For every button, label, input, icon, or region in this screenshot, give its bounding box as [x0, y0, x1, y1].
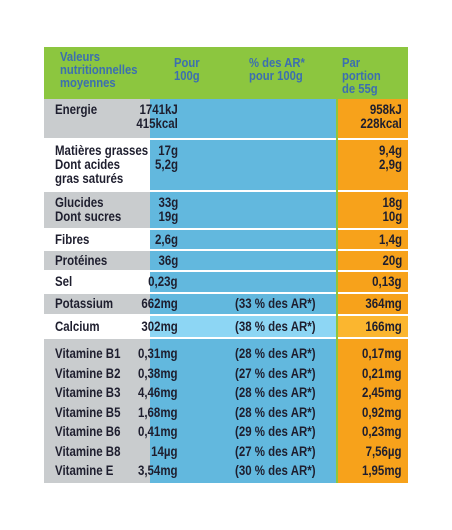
name-cell: [44, 294, 150, 314]
per-100g-cell: [150, 339, 336, 483]
nutrient-name: Potassium: [55, 296, 114, 311]
header-nutrients-text: Valeurs nutritionnelles moyennes: [60, 50, 138, 90]
value-per-100g: 1741kJ 415kcal: [136, 102, 178, 131]
value-per-portion: 958kJ 228kcal: [360, 102, 402, 131]
name-cell: [44, 140, 150, 190]
nutrient-name: Sel: [55, 274, 73, 289]
table-row: Energie 1741kJ 415kcal 958kJ 228kcal: [44, 99, 408, 138]
per-100g-cell: [150, 272, 336, 292]
nutrient-name: Protéines: [55, 253, 108, 268]
ar-percentage: (28 % des AR*) (27 % des AR*) (28 % des …: [235, 346, 316, 478]
per-100g-cell: [150, 140, 336, 190]
name-cell: [44, 316, 150, 337]
nutrient-name: Matières grasses Dont acides gras saturé…: [55, 143, 149, 186]
portion-cell: [338, 192, 408, 228]
value-per-portion: 18g 10g: [382, 195, 402, 224]
name-cell: [44, 272, 150, 292]
ar-percentage: (33 % des AR*): [235, 296, 316, 311]
portion-divider: [336, 99, 338, 483]
per-100g-cell: [150, 251, 336, 270]
nutrient-name: Glucides Dont sucres: [55, 195, 122, 224]
name-cell: [44, 339, 150, 483]
value-per-100g: 33g 19g: [158, 195, 178, 224]
header-per-portion-text: Par portion de 55g: [342, 56, 381, 96]
nutrition-table: Valeurs nutritionnelles moyennes Pour 10…: [44, 47, 408, 483]
header-per-portion: Par portion de 55g: [338, 47, 408, 99]
portion-cell: [338, 339, 408, 483]
table-row: Sel 0,23g 0,13g: [44, 272, 408, 292]
value-per-100g: 0,23g: [148, 274, 178, 289]
portion-cell: [338, 251, 408, 270]
value-per-portion: 1,4g: [379, 232, 402, 247]
table-row: Glucides Dont sucres 33g 19g 18g 10g: [44, 192, 408, 228]
header-nutrients: Valeurs nutritionnelles moyennes: [44, 47, 150, 99]
portion-cell: [338, 99, 408, 138]
header-per-100g: Pour 100g % des AR* pour 100g: [150, 47, 338, 99]
portion-cell: [338, 316, 408, 337]
portion-cell: [338, 140, 408, 190]
value-per-portion: 20g: [382, 253, 402, 268]
value-per-portion: 0,13g: [372, 274, 402, 289]
nutrient-name: Fibres: [55, 232, 90, 247]
value-per-100g: 17g 5,2g: [155, 143, 178, 172]
name-cell: [44, 99, 150, 138]
portion-cell: [338, 230, 408, 249]
table-row: Vitamine B1 Vitamine B2 Vitamine B3 Vita…: [44, 339, 408, 483]
nutrient-name: Calcium: [55, 319, 100, 334]
table-row: Fibres 2,6g 1,4g: [44, 230, 408, 249]
name-cell: [44, 230, 150, 249]
portion-cell: [338, 272, 408, 292]
value-per-portion: 166mg: [365, 319, 402, 334]
nutrient-name: Vitamine B1 Vitamine B2 Vitamine B3 Vita…: [55, 346, 121, 478]
value-per-100g: 2,6g: [155, 232, 178, 247]
table-row: Matières grasses Dont acides gras saturé…: [44, 140, 408, 190]
nutrient-name: Energie: [55, 102, 98, 117]
per-100g-cell: [150, 230, 336, 249]
value-per-portion: 0,17mg 0,21mg 2,45mg 0,92mg 0,23mg 7,56µ…: [362, 346, 402, 478]
name-cell: [44, 251, 150, 270]
per-100g-cell: [150, 99, 336, 138]
value-per-portion: 364mg: [365, 296, 402, 311]
ar-percentage: (38 % des AR*): [235, 319, 316, 334]
header-ar-text: % des AR* pour 100g: [249, 56, 305, 83]
value-per-100g: 302mg: [141, 319, 178, 334]
portion-cell: [338, 294, 408, 314]
value-per-100g: 36g: [158, 253, 178, 268]
value-per-portion: 9,4g 2,9g: [379, 143, 402, 172]
value-per-100g: 0,31mg 0,38mg 4,46mg 1,68mg 0,41mg 14µg …: [138, 346, 178, 478]
header-per-100g-text: Pour 100g: [174, 56, 200, 83]
name-cell: [44, 192, 150, 228]
table-row: Potassium 662mg (33 % des AR*) 364mg: [44, 294, 408, 314]
per-100g-cell: [150, 192, 336, 228]
table-row: Protéines 36g 20g: [44, 251, 408, 270]
value-per-100g: 662mg: [141, 296, 178, 311]
table-row: Calcium 302mg (38 % des AR*) 166mg: [44, 316, 408, 337]
per-100g-cell: [150, 316, 336, 337]
per-100g-cell: [150, 294, 336, 314]
